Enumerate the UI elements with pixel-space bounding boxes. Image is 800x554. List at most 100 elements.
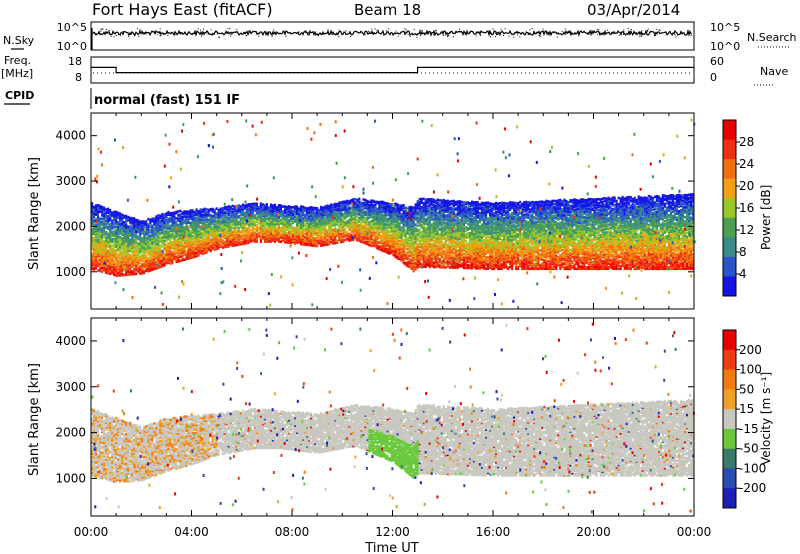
nsky-point — [109, 30, 110, 31]
scatter-cell — [151, 225, 153, 228]
scatter-cell — [121, 237, 123, 240]
nsky-point — [427, 33, 428, 34]
nsky-point — [557, 37, 558, 38]
scatter-cell — [389, 234, 391, 237]
scatter-cell — [405, 229, 407, 232]
scatter-cell — [382, 239, 384, 242]
scatter-cell — [258, 226, 260, 229]
scatter-cell — [115, 211, 117, 214]
scatter-cell — [350, 199, 352, 202]
scatter-cell — [340, 229, 342, 232]
scatter-cell — [194, 235, 196, 238]
scatter-cell — [157, 250, 159, 253]
nsky-point — [565, 29, 566, 30]
freq-label: Freq. — [4, 54, 31, 67]
scatter-cell — [230, 219, 232, 222]
scatter-cell — [192, 238, 194, 241]
scatter-cell — [198, 244, 200, 247]
scatter-cell — [186, 233, 188, 236]
scatter-cell — [397, 231, 399, 234]
nsky-point — [328, 30, 329, 31]
scatter-cell — [254, 214, 256, 217]
nsky-point — [201, 36, 202, 37]
scatter-cell — [190, 213, 192, 216]
scatter-cell — [206, 236, 208, 239]
scatter-cell — [196, 242, 198, 245]
scatter-cell — [346, 206, 348, 209]
nsky-point — [604, 33, 605, 34]
scatter-cell — [131, 265, 133, 268]
nsky-point — [111, 36, 112, 37]
scatter-cell — [266, 217, 268, 220]
scatter-cell — [278, 204, 280, 207]
scatter-cell — [344, 228, 346, 231]
scatter-cell — [366, 210, 368, 213]
nsky-point — [217, 33, 218, 34]
scatter-cell — [238, 215, 240, 218]
nsky-point — [219, 37, 220, 38]
scatter-cell — [161, 236, 163, 239]
scatter-cell — [276, 237, 278, 240]
scatter-cell — [411, 250, 413, 253]
scatter-cell — [304, 207, 306, 210]
scatter-cell — [316, 207, 318, 210]
scatter-cell — [288, 205, 290, 208]
scatter-cell — [380, 205, 382, 208]
scatter-cell — [99, 259, 101, 262]
nsky-point — [654, 35, 655, 36]
scatter-cell — [198, 249, 200, 252]
nsky-point — [116, 35, 117, 36]
scatter-cell — [121, 232, 123, 235]
scatter-cell — [417, 233, 419, 236]
scatter-cell — [401, 226, 403, 229]
nsky-point — [652, 31, 653, 32]
scatter-cell — [131, 225, 133, 228]
scatter-cell — [190, 235, 192, 238]
scatter-cell — [141, 268, 143, 271]
scatter-cell — [93, 206, 95, 209]
scatter-cell — [101, 255, 103, 258]
scatter-cell — [397, 203, 399, 206]
scatter-cell — [362, 225, 364, 228]
scatter-cell — [232, 227, 234, 230]
scatter-cell — [334, 203, 336, 206]
scatter-cell — [264, 236, 266, 239]
scatter-cell — [378, 241, 380, 244]
scatter-cell — [312, 207, 314, 210]
scatter-cell — [131, 270, 133, 273]
scatter-cell — [95, 239, 97, 242]
nsky-point — [519, 36, 520, 37]
scatter-cell — [254, 228, 256, 231]
scatter-cell — [175, 252, 177, 255]
scatter-cell — [139, 272, 141, 275]
scatter-cell — [308, 222, 310, 225]
scatter-cell — [177, 218, 179, 221]
nsky-point — [540, 36, 541, 37]
scatter-cell — [145, 237, 147, 240]
scatter-cell — [409, 206, 411, 209]
nsky-point — [365, 34, 366, 35]
nsky-point — [448, 33, 449, 34]
scatter-cell — [419, 198, 421, 201]
scatter-cell — [206, 226, 208, 229]
nsky-point — [625, 35, 626, 36]
scatter-cell — [107, 218, 109, 221]
scatter-cell — [147, 268, 149, 271]
scatter-cell — [175, 211, 177, 214]
scatter-cell — [238, 234, 240, 237]
scatter-cell — [248, 227, 250, 230]
scatter-cell — [222, 211, 224, 214]
scatter-cell — [93, 219, 95, 222]
scatter-cell — [121, 251, 123, 254]
scatter-cell — [328, 238, 330, 241]
scatter-cell — [147, 250, 149, 253]
scatter-cell — [252, 203, 254, 206]
scatter-cell — [262, 218, 264, 221]
scatter-cell — [378, 231, 380, 234]
scatter-cell — [330, 241, 332, 244]
scatter-cell — [147, 240, 149, 243]
scatter-cell — [284, 215, 286, 218]
scatter-cell — [429, 235, 431, 238]
scatter-cell — [417, 225, 419, 228]
scatter-cell — [105, 211, 107, 214]
